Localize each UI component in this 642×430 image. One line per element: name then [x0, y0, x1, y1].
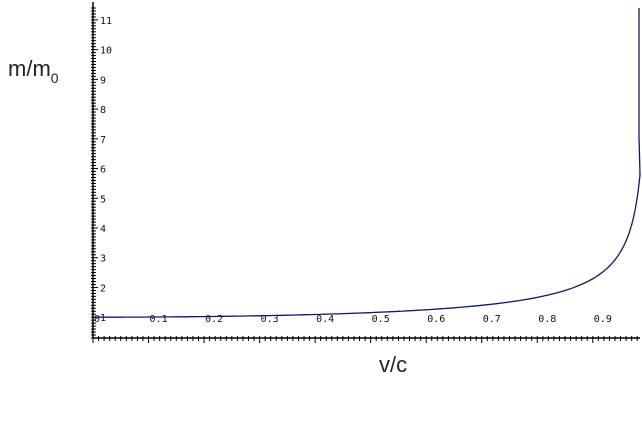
x-tick-labels: 0 0.1 0.2 0.3 0.4 0.5 0.6 0.7 0.8 0.9	[94, 314, 612, 325]
y-tick-label: 6	[100, 165, 106, 176]
data-point	[633, 212, 636, 214]
x-minor-ticks	[92, 336, 638, 343]
y-tick-labels: 1 2 3 4 5 6 7 8 9 10 11	[100, 16, 112, 324]
x-tick-label: 0.8	[538, 314, 556, 325]
data-point	[536, 296, 538, 298]
y-tick-label: 2	[100, 283, 106, 294]
axes	[92, 2, 640, 339]
y-axis-label-main: m/m	[8, 56, 51, 81]
data-point	[259, 315, 261, 317]
x-tick-label: 0.3	[261, 314, 279, 325]
data-point	[425, 309, 427, 311]
series-layer	[92, 8, 641, 318]
y-tick-label: 8	[100, 105, 106, 116]
data-point	[203, 316, 205, 318]
y-axis-label-subscript: 0	[51, 70, 59, 86]
y-tick-label: 5	[100, 194, 106, 205]
x-tick-label: 0	[94, 314, 100, 325]
data-point	[620, 251, 622, 253]
data-point	[625, 240, 627, 242]
data-point	[147, 316, 150, 318]
data-point	[370, 312, 372, 314]
data-point	[481, 304, 483, 306]
y-minor-ticks	[91, 7, 98, 339]
y-tick-label: 4	[100, 224, 106, 235]
x-tick-label: 0.7	[483, 314, 501, 325]
series-line-0	[93, 8, 641, 318]
y-axis-label: m/m0	[8, 56, 59, 86]
x-tick-label: 0.9	[594, 314, 612, 325]
x-axis-label: v/c	[379, 352, 407, 377]
data-point	[564, 289, 566, 292]
x-tick-label: 0.4	[316, 314, 334, 325]
data-point	[631, 224, 633, 226]
y-tick-label: 11	[100, 16, 112, 27]
x-tick-label: 0.1	[150, 314, 168, 325]
x-tick-label: 0.5	[372, 314, 390, 325]
x-tick-label: 0.2	[205, 314, 223, 325]
x-tick-label: 0.6	[427, 314, 445, 325]
data-point	[314, 313, 316, 316]
y-tick-label: 1	[100, 313, 106, 324]
data-point	[92, 316, 94, 318]
y-tick-label: 3	[100, 254, 106, 265]
y-tick-label: 9	[100, 75, 106, 86]
data-point	[636, 196, 638, 199]
data-point	[592, 278, 594, 280]
data-point	[639, 174, 641, 176]
y-tick-label: 10	[100, 46, 112, 57]
y-tick-label: 7	[100, 135, 106, 146]
data-point	[608, 265, 611, 267]
